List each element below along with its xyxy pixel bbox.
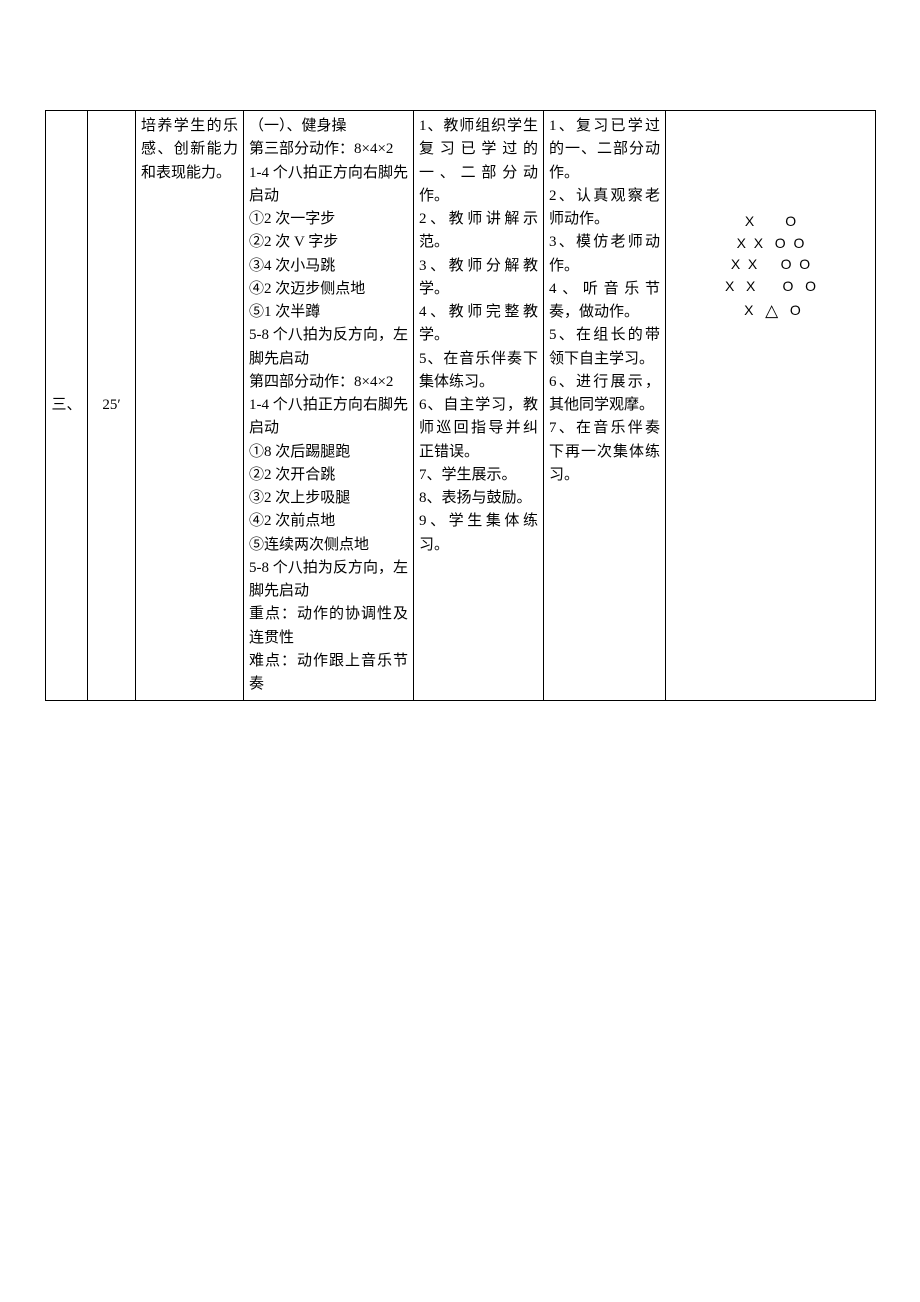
cell-formation-diagram: X O X X O O X X O O X X O O X △ O bbox=[666, 111, 876, 701]
cell-content: （一）、健身操第三部分动作：8×4×21-4 个八拍正方向右脚先启动①2 次一字… bbox=[244, 111, 414, 701]
teacher-activity-text: 1、教师组织学生复习已学过的一、二部分动作。2、教师讲解示范。3、教师分解教学。… bbox=[419, 118, 538, 553]
cell-objective: 培养学生的乐感、创新能力和表现能力。 bbox=[136, 111, 244, 701]
cell-section-number: 三、 bbox=[46, 111, 88, 701]
formation-diagram: X O X X O O X X O O X X O O X △ O bbox=[666, 211, 875, 324]
triangle-icon: △ bbox=[765, 298, 778, 324]
cell-duration: 25′ bbox=[88, 111, 136, 701]
duration-text: 25′ bbox=[102, 397, 120, 413]
section-number: 三、 bbox=[51, 397, 81, 413]
cell-teacher-activity: 1、教师组织学生复习已学过的一、二部分动作。2、教师讲解示范。3、教师分解教学。… bbox=[414, 111, 544, 701]
cell-student-activity: 1、复习已学过的一、二部分动作。2、认真观察老师动作。3、模仿老师动作。4、听音… bbox=[544, 111, 666, 701]
student-activity-text: 1、复习已学过的一、二部分动作。2、认真观察老师动作。3、模仿老师动作。4、听音… bbox=[549, 118, 660, 483]
objective-text: 培养学生的乐感、创新能力和表现能力。 bbox=[141, 118, 238, 181]
content-text: （一）、健身操第三部分动作：8×4×21-4 个八拍正方向右脚先启动①2 次一字… bbox=[249, 118, 408, 692]
lesson-plan-table: 三、 25′ 培养学生的乐感、创新能力和表现能力。 （一）、健身操第三部分动作：… bbox=[45, 110, 876, 701]
table-row: 三、 25′ 培养学生的乐感、创新能力和表现能力。 （一）、健身操第三部分动作：… bbox=[46, 111, 876, 701]
